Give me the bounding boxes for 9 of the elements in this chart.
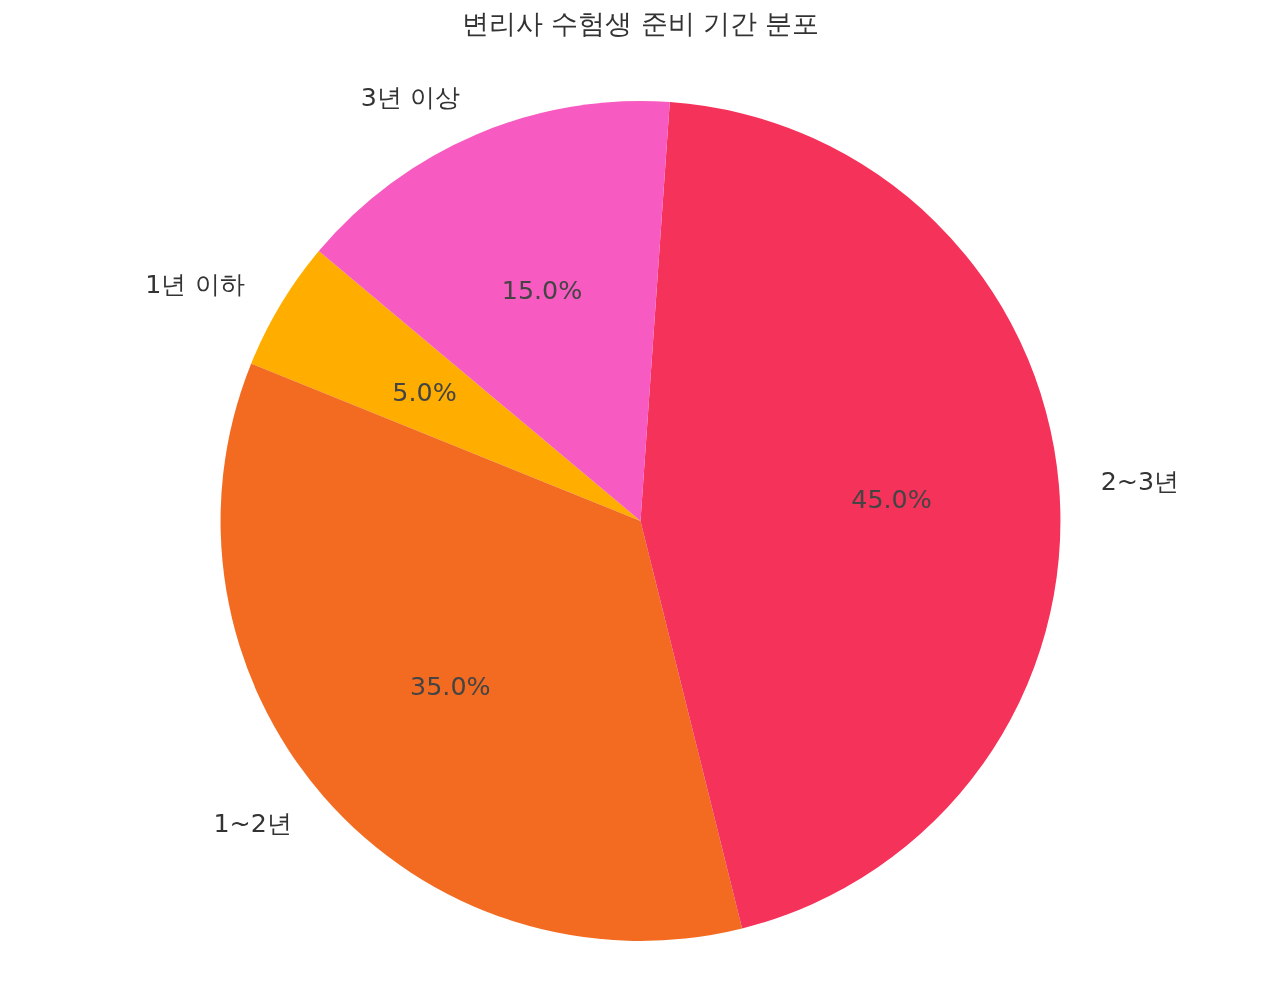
slice-label: 2~3년: [1100, 465, 1180, 496]
slice-label: 1년 이하: [145, 268, 245, 299]
slice-label: 3년 이상: [360, 81, 461, 112]
data-label: 35.0%: [410, 670, 491, 701]
chart-title: 변리사 수험생 준비 기간 분포: [461, 7, 820, 39]
data-label: 5.0%: [392, 376, 457, 407]
data-label: 45.0%: [851, 484, 932, 515]
slice-label: 1~2년: [213, 808, 292, 839]
data-label: 15.0%: [501, 274, 583, 305]
